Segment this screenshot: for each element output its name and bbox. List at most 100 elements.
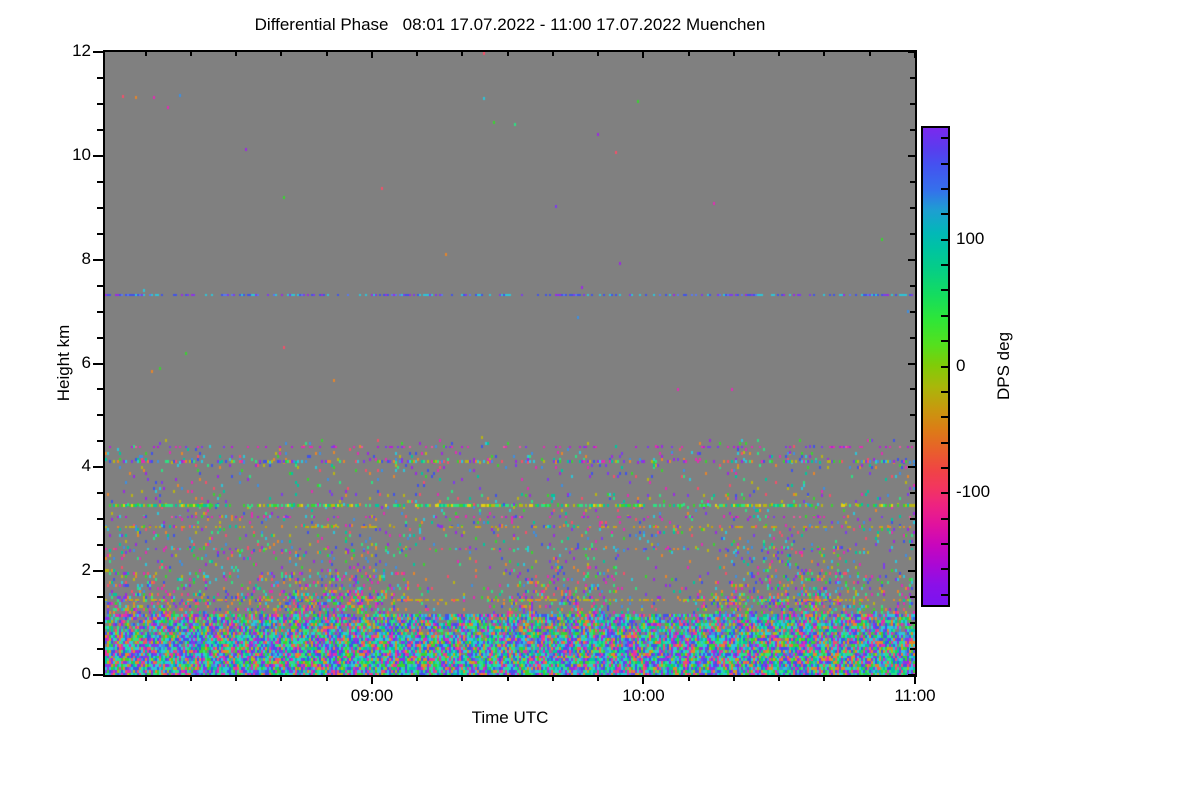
x-minor-tick-top xyxy=(280,52,283,56)
y-minor-tick-right xyxy=(910,440,915,443)
y-minor-tick xyxy=(97,180,103,183)
colorbar-tick xyxy=(941,517,948,520)
y-minor-tick xyxy=(97,440,103,443)
y-minor-tick-right xyxy=(910,310,915,313)
y-minor-tick xyxy=(97,76,103,79)
x-minor-tick-top xyxy=(732,52,735,56)
x-tick-label: 10:00 xyxy=(622,686,665,705)
colorbar-tick xyxy=(941,162,948,165)
y-major-tick-right xyxy=(908,258,915,261)
y-minor-tick xyxy=(97,128,103,131)
x-minor-tick xyxy=(235,677,238,681)
y-tick-label: 6 xyxy=(81,352,91,372)
x-tick-label: 11:00 xyxy=(894,686,936,705)
y-major-tick-right xyxy=(908,570,915,573)
colorbar-tick xyxy=(941,593,948,596)
y-minor-tick-right xyxy=(910,388,915,391)
y-major-tick xyxy=(93,466,103,469)
colorbar-tick xyxy=(941,264,948,266)
y-major-tick-right xyxy=(908,466,915,469)
x-minor-tick-top xyxy=(778,52,781,56)
colorbar-tick xyxy=(941,390,948,393)
x-minor-tick-top xyxy=(325,52,328,56)
y-minor-tick xyxy=(97,388,103,391)
colorbar-tick xyxy=(941,289,948,292)
y-major-tick xyxy=(93,154,103,157)
y-tick-label: 2 xyxy=(81,560,91,580)
x-minor-tick-top xyxy=(189,52,192,56)
y-minor-tick-right xyxy=(910,232,915,235)
x-minor-tick xyxy=(732,677,735,681)
y-minor-tick-right xyxy=(910,518,915,521)
y-minor-tick-right xyxy=(910,284,915,287)
colorbar-tick xyxy=(941,466,948,469)
colorbar-tick xyxy=(941,416,948,419)
y-minor-tick-right xyxy=(910,544,915,547)
x-major-tick-top xyxy=(914,52,916,58)
y-minor-tick xyxy=(97,232,103,235)
x-axis-title: Time UTC xyxy=(471,708,549,727)
x-minor-tick xyxy=(597,677,600,681)
colorbar-tick xyxy=(941,492,948,495)
x-minor-tick-top xyxy=(235,52,238,56)
y-minor-tick-right xyxy=(910,206,915,209)
x-minor-tick-top xyxy=(144,52,147,56)
y-minor-tick xyxy=(97,310,103,313)
x-major-tick-top xyxy=(642,52,645,58)
colorbar-tick xyxy=(941,340,948,343)
x-major-tick-top xyxy=(370,52,373,58)
x-minor-tick-top xyxy=(416,52,419,56)
colorbar-tick-label: 100 xyxy=(956,228,985,248)
colorbar-tick xyxy=(941,441,948,444)
x-minor-tick xyxy=(823,677,826,681)
colorbar-tick-label: -100 xyxy=(956,482,991,502)
x-minor-tick xyxy=(506,677,509,681)
chart-title: Differential Phase 08:01 17.07.2022 - 11… xyxy=(254,15,766,34)
y-minor-tick xyxy=(97,102,103,105)
y-minor-tick-right xyxy=(910,128,915,131)
y-minor-tick-right xyxy=(910,622,915,625)
x-minor-tick-top xyxy=(506,52,509,56)
x-minor-tick-top xyxy=(868,52,871,56)
y-minor-tick-right xyxy=(910,648,915,651)
colorbar-tick-label: 0 xyxy=(956,355,966,375)
y-major-tick-right xyxy=(908,674,915,676)
y-tick-label: 10 xyxy=(72,144,91,164)
y-minor-tick xyxy=(97,596,103,599)
x-minor-tick xyxy=(687,677,690,681)
x-major-tick xyxy=(370,677,373,684)
y-minor-tick-right xyxy=(910,596,915,599)
colorbar-tick xyxy=(941,365,948,368)
y-tick-label: 8 xyxy=(81,248,91,268)
colorbar-tick xyxy=(941,238,948,241)
y-minor-tick xyxy=(97,284,103,287)
y-minor-tick-right xyxy=(910,102,915,105)
x-minor-tick-top xyxy=(551,52,554,56)
colorbar-tick xyxy=(941,543,948,546)
y-tick-label: 4 xyxy=(81,456,91,476)
y-minor-tick-right xyxy=(910,492,915,495)
x-minor-tick xyxy=(189,677,192,681)
y-minor-tick xyxy=(97,492,103,495)
colorbar-tick xyxy=(941,187,948,190)
y-tick-label: 0 xyxy=(81,664,91,683)
y-major-tick xyxy=(93,674,103,676)
colorbar-tick xyxy=(941,213,948,216)
y-major-tick xyxy=(93,51,103,53)
x-tick-label: 09:00 xyxy=(350,686,394,705)
y-minor-tick xyxy=(97,648,103,651)
y-minor-tick xyxy=(97,518,103,521)
y-major-tick-right xyxy=(908,154,915,157)
x-minor-tick-top xyxy=(687,52,690,56)
colorbar-tick xyxy=(941,568,948,571)
y-minor-tick-right xyxy=(910,180,915,183)
x-minor-tick xyxy=(144,677,147,681)
x-minor-tick xyxy=(461,677,464,681)
y-minor-tick-right xyxy=(910,336,915,339)
colorbar-tick xyxy=(941,137,948,140)
y-major-tick xyxy=(93,362,103,365)
y-tick-label: 12 xyxy=(72,41,91,60)
plot-frame xyxy=(103,50,917,677)
y-minor-tick xyxy=(97,206,103,209)
